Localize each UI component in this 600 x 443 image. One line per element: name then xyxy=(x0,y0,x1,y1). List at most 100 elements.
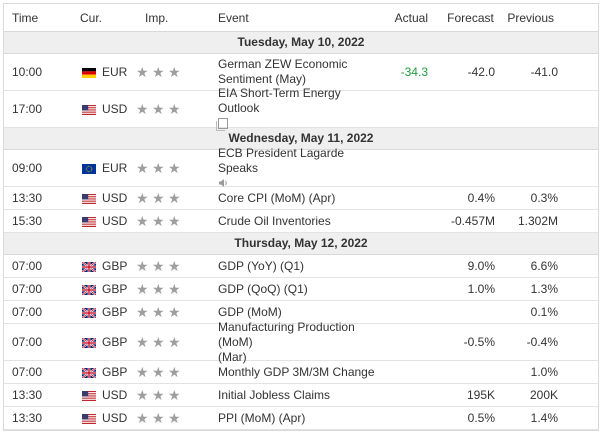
event-name[interactable]: Manufacturing Production (MoM) (Mar) xyxy=(204,320,376,365)
event-time: 07:00 xyxy=(12,335,43,349)
col-time-header: Time xyxy=(12,10,39,25)
star-icon: ★ xyxy=(136,304,149,320)
currency-code: USD xyxy=(102,214,128,228)
event-previous: 1.302M xyxy=(517,214,558,228)
event-title[interactable]: GDP (YoY) (Q1) xyxy=(218,258,305,273)
star-icon: ★ xyxy=(168,387,181,403)
star-icon: ★ xyxy=(168,101,181,117)
star-icon: ★ xyxy=(152,190,165,206)
event-actual: -34.3 xyxy=(400,65,428,79)
event-title[interactable]: Core CPI (MoM) (Apr) xyxy=(218,190,336,205)
event-row[interactable]: 13:30 USD ★ ★ ★ PPI (MoM) (Apr) 0.5% 1.4% xyxy=(4,407,598,430)
event-time: 13:30 xyxy=(12,388,43,402)
star-icon: ★ xyxy=(136,258,149,274)
event-forecast: 0.5% xyxy=(467,411,495,425)
event-previous: 0.3% xyxy=(530,191,558,205)
event-title[interactable]: EIA Short-Term Energy Outlook xyxy=(218,86,341,115)
star-icon: ★ xyxy=(136,334,149,350)
event-name[interactable]: Crude Oil Inventories xyxy=(204,214,376,229)
speaker-icon[interactable] xyxy=(218,178,229,191)
event-row[interactable]: 15:30 USD ★ ★ ★ Crude Oil Inventories -0.457M 1… xyxy=(4,210,598,233)
event-title[interactable]: GDP (QoQ) (Q1) xyxy=(218,281,308,296)
event-name[interactable]: EIA Short-Term Energy Outlook xyxy=(204,86,376,132)
document-icon[interactable] xyxy=(216,118,228,131)
economic-calendar: Time Cur. Imp. Event Actual Forecast Pre… xyxy=(3,3,599,431)
event-importance: ★ ★ ★ xyxy=(132,335,204,349)
star-icon: ★ xyxy=(136,213,149,229)
event-currency: USD xyxy=(67,102,132,116)
star-icon: ★ xyxy=(136,387,149,403)
event-importance: ★ ★ ★ xyxy=(132,161,204,175)
star-icon: ★ xyxy=(152,334,165,350)
event-name[interactable]: German ZEW Economic Sentiment (May) xyxy=(204,57,376,87)
event-time: 07:00 xyxy=(12,365,43,379)
event-title[interactable]: Monthly GDP 3M/3M Change xyxy=(218,364,375,379)
event-title[interactable]: PPI (MoM) (Apr) xyxy=(218,410,306,425)
event-name[interactable]: GDP (YoY) (Q1) xyxy=(204,259,376,274)
event-title[interactable]: German ZEW Economic xyxy=(218,57,348,71)
event-previous: 6.6% xyxy=(530,259,558,273)
event-time: 13:30 xyxy=(12,191,43,205)
star-icon: ★ xyxy=(168,190,181,206)
star-icon: ★ xyxy=(136,364,149,380)
event-forecast: -0.457M xyxy=(450,214,495,228)
event-time: 07:00 xyxy=(12,259,43,273)
event-title[interactable]: Initial Jobless Claims xyxy=(218,387,331,402)
event-importance: ★ ★ ★ xyxy=(132,365,204,379)
star-icon: ★ xyxy=(152,364,165,380)
eu-flag-icon xyxy=(82,163,96,174)
event-name[interactable]: GDP (MoM) xyxy=(204,305,376,320)
us-flag-icon xyxy=(82,216,96,227)
star-icon: ★ xyxy=(136,410,149,426)
event-title[interactable]: ECB President Lagarde Speaks xyxy=(218,145,345,175)
event-name[interactable]: GDP (QoQ) (Q1) xyxy=(204,282,376,297)
event-name[interactable]: Initial Jobless Claims xyxy=(204,388,376,403)
day-header: Tuesday, May 10, 2022 xyxy=(4,32,598,54)
event-forecast: -0.5% xyxy=(463,335,495,349)
event-name[interactable]: Monthly GDP 3M/3M Change xyxy=(204,365,376,380)
event-currency: USD xyxy=(67,411,132,425)
event-row[interactable]: 07:00 GBP ★ ★ ★ Monthly GDP 3M/3M Change 1.0% xyxy=(4,361,598,384)
gb-flag-icon xyxy=(81,337,97,349)
event-importance: ★ ★ ★ xyxy=(132,282,204,296)
event-row[interactable]: 13:30 USD ★ ★ ★ Initial Jobless Claims 195K 200… xyxy=(4,384,598,407)
event-row[interactable]: 09:00 EUR ★ ★ ★ ECB President Lagarde Speaks xyxy=(4,146,598,187)
event-title[interactable]: GDP (MoM) xyxy=(218,304,282,319)
event-title-continued: (Mar) xyxy=(218,349,247,364)
event-currency: GBP xyxy=(67,282,132,296)
gb-flag-icon xyxy=(81,307,97,319)
event-name[interactable]: ECB President Lagarde Speaks xyxy=(204,146,376,191)
currency-code: GBP xyxy=(102,259,128,273)
col-actual-header: Actual xyxy=(394,10,428,25)
table-header: Time Cur. Imp. Event Actual Forecast Pre… xyxy=(4,4,598,32)
event-currency: USD xyxy=(67,388,132,402)
event-row[interactable]: 13:30 USD ★ ★ ★ Core CPI (MoM) (Apr) 0.4% 0.3% xyxy=(4,187,598,210)
star-icon: ★ xyxy=(168,213,181,229)
event-row[interactable]: 07:00 GBP ★ ★ ★ GDP (QoQ) (Q1) 1.0% 1.3% xyxy=(4,278,598,301)
gb-flag-icon xyxy=(81,367,97,379)
event-row[interactable]: 07:00 GBP ★ ★ ★ GDP (YoY) (Q1) 9.0% 6.6% xyxy=(4,255,598,278)
col-event-header: Event xyxy=(218,10,249,25)
event-row[interactable]: 07:00 GBP ★ ★ ★ GDP (MoM) 0.1% xyxy=(4,301,598,324)
event-title[interactable]: Crude Oil Inventories xyxy=(218,213,331,228)
event-row[interactable]: 07:00 GBP ★ ★ ★ Manufacturing Production (MoM… xyxy=(4,320,598,364)
event-currency: USD xyxy=(67,214,132,228)
event-row[interactable]: 17:00 USD ★ ★ ★ EIA Short-Term Energy Outlook xyxy=(4,86,598,131)
star-icon: ★ xyxy=(152,160,165,176)
event-previous: -0.4% xyxy=(526,335,558,349)
gb-flag-icon xyxy=(81,261,97,273)
table-body: Tuesday, May 10, 2022 10:00 EUR ★ ★ ★ German Z… xyxy=(4,32,598,430)
event-currency: GBP xyxy=(67,259,132,273)
star-icon: ★ xyxy=(152,64,165,80)
event-name[interactable]: PPI (MoM) (Apr) xyxy=(204,411,376,426)
event-title[interactable]: Manufacturing Production (MoM) xyxy=(218,319,355,349)
star-icon: ★ xyxy=(168,160,181,176)
star-icon: ★ xyxy=(152,387,165,403)
currency-code: USD xyxy=(102,411,128,425)
star-icon: ★ xyxy=(152,281,165,297)
currency-code: GBP xyxy=(102,282,128,296)
event-currency: GBP xyxy=(67,335,132,349)
event-row[interactable]: 10:00 EUR ★ ★ ★ German ZEW Economic Sentiment … xyxy=(4,54,598,91)
star-icon: ★ xyxy=(152,101,165,117)
event-name[interactable]: Core CPI (MoM) (Apr) xyxy=(204,191,376,206)
